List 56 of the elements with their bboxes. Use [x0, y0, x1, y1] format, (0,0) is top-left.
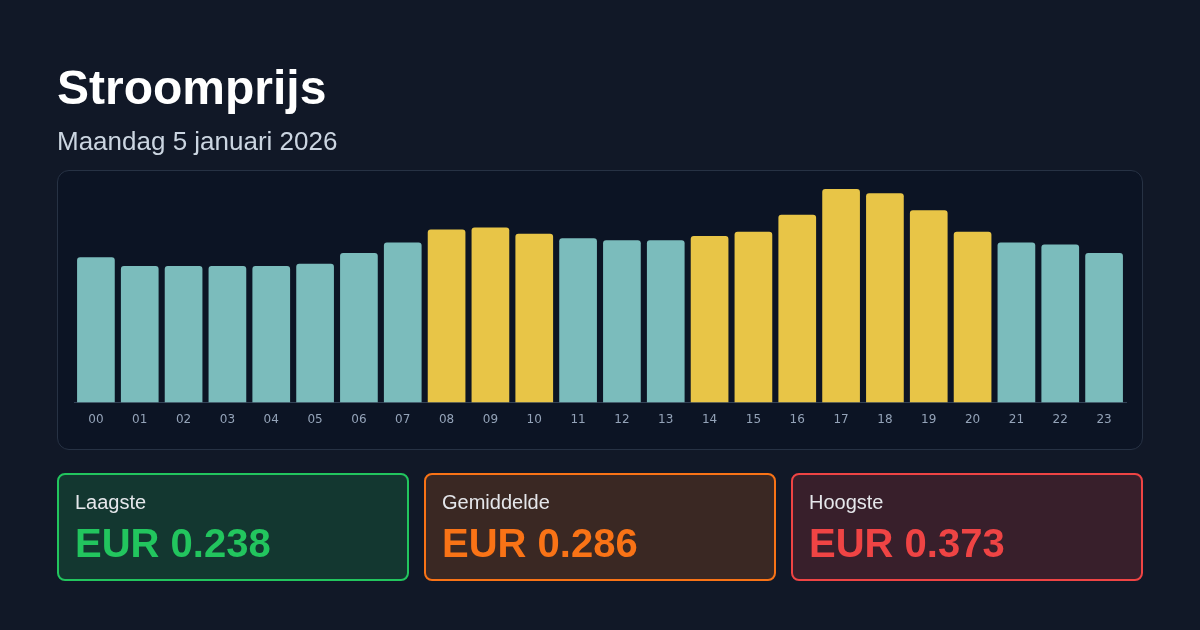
x-tick-label: 18 [877, 411, 893, 426]
x-tick-label: 21 [1008, 411, 1025, 426]
chart-subtitle: Maandag 5 januari 2026 [57, 126, 338, 157]
bar [690, 235, 729, 403]
bar [953, 231, 992, 403]
x-tick-label: 11 [570, 411, 586, 426]
x-tick-label: 01 [132, 411, 148, 426]
x-tick-label: 14 [701, 411, 718, 426]
bar [1085, 253, 1123, 403]
x-tick-label: 23 [1096, 411, 1112, 426]
bar [383, 242, 422, 403]
bar [778, 214, 817, 403]
bar [866, 193, 904, 403]
x-tick-label: 16 [789, 411, 805, 426]
x-tick-label: 00 [88, 411, 104, 426]
x-tick-label: 03 [219, 411, 236, 426]
x-tick-label: 22 [1052, 411, 1068, 426]
x-tick-label: 02 [175, 411, 192, 426]
x-tick-label: 07 [395, 411, 411, 426]
bar [822, 189, 860, 403]
bar [164, 265, 203, 403]
x-tick-label: 10 [526, 411, 542, 426]
chart-title: Stroomprijs [57, 60, 327, 115]
category-label: Laagste [75, 491, 147, 514]
text: EUR 0.238 [75, 521, 271, 565]
bar [340, 253, 378, 403]
x-tick-label: 15 [745, 411, 762, 426]
bar [997, 242, 1036, 403]
bar [559, 238, 597, 403]
bar [120, 265, 159, 403]
x-tick-label: 13 [658, 411, 674, 426]
x-tick-label: 08 [438, 411, 455, 426]
bar [1041, 244, 1080, 403]
x-tick-label: 19 [921, 411, 937, 426]
bar [515, 233, 554, 403]
x-tick-label: 06 [351, 411, 367, 426]
bar [603, 240, 641, 403]
bar [252, 265, 291, 403]
bar [471, 227, 510, 403]
x-tick-label: 12 [614, 411, 630, 426]
x-tick-label: 09 [482, 411, 499, 426]
category-label: Hoogste [809, 491, 884, 514]
bar [296, 263, 334, 403]
category-label: Gemiddelde [442, 491, 550, 514]
bar [909, 210, 948, 403]
bar [208, 265, 247, 403]
bar [427, 229, 466, 403]
text: EUR 0.286 [442, 521, 638, 565]
bar [646, 240, 685, 403]
x-tick-label: 05 [307, 411, 323, 426]
text: EUR 0.373 [809, 521, 1005, 565]
x-tick-label: 04 [263, 411, 279, 426]
x-tick-label: 17 [833, 411, 849, 426]
bar [77, 257, 115, 403]
bar [734, 231, 773, 403]
x-tick-label: 20 [964, 411, 981, 426]
